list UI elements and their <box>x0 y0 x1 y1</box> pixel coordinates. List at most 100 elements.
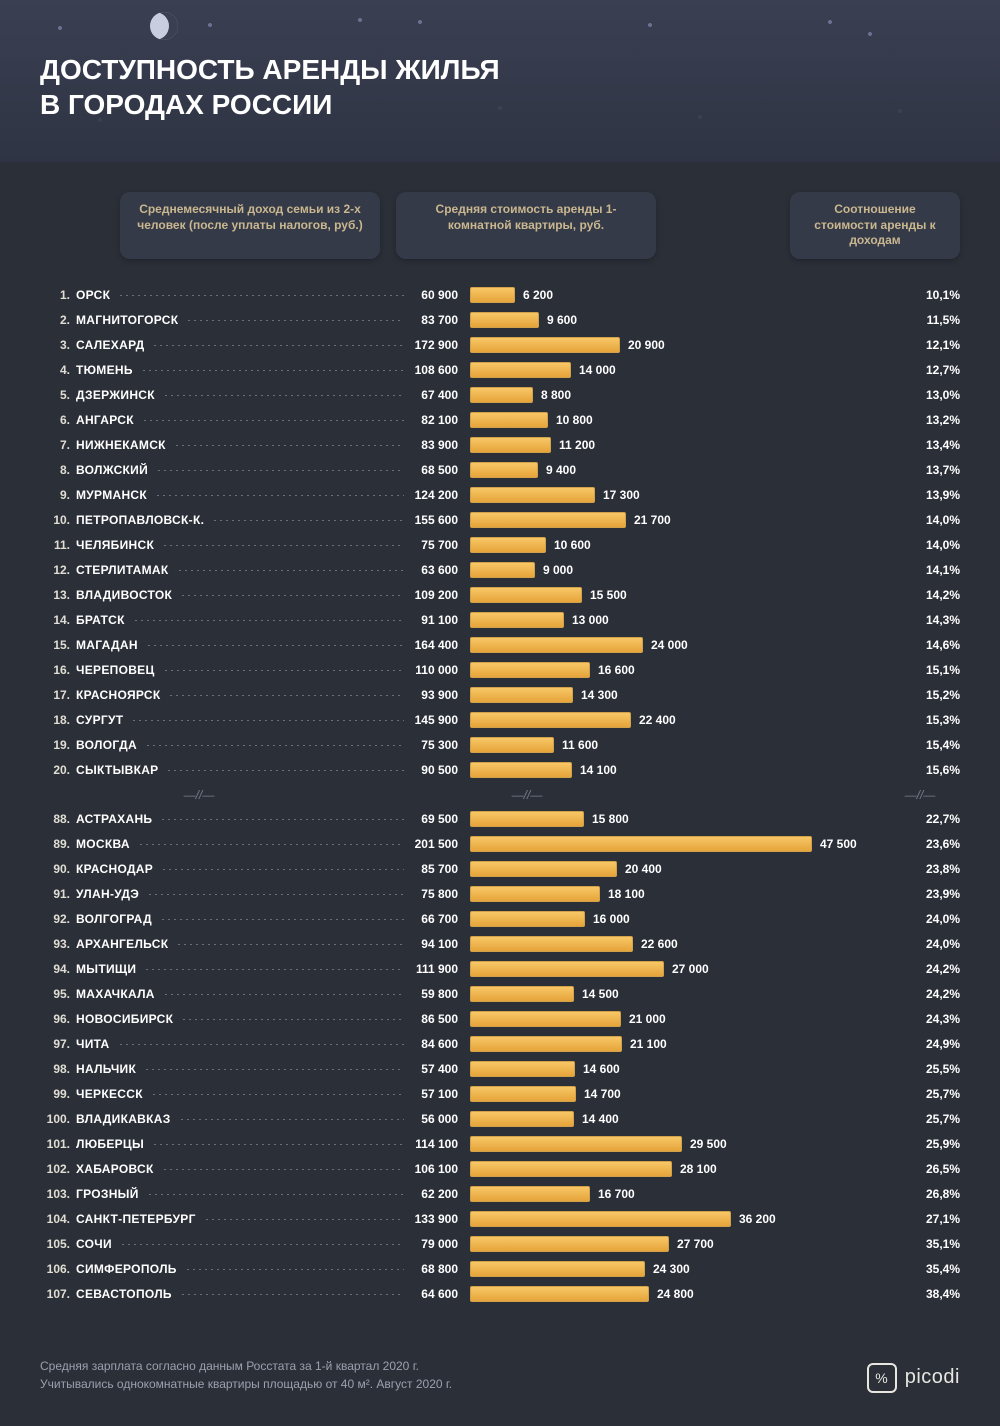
dotted-leader <box>185 1269 404 1270</box>
dotted-leader <box>163 994 404 995</box>
rent-bar <box>470 936 633 952</box>
ratio-value: 12,1% <box>880 338 960 352</box>
rank: 95. <box>40 987 76 1001</box>
ratio-value: 22,7% <box>880 812 960 826</box>
income-value: 86 500 <box>412 1012 470 1026</box>
rent-bar <box>470 836 812 852</box>
table-row: 104.САНКТ-ПЕТЕРБУРГ133 90036 20027,1% <box>40 1207 960 1232</box>
dotted-leader <box>144 1069 404 1070</box>
rent-value: 10 600 <box>554 538 591 552</box>
income-value: 164 400 <box>412 638 470 652</box>
rank: 5. <box>40 388 76 402</box>
column-header-income: Среднемесячный доход семьи из 2-х челове… <box>120 192 380 259</box>
rows-container: 1.ОРСК60 9006 20010,1%2.МАГНИТОГОРСК83 7… <box>40 283 960 1307</box>
dotted-leader <box>163 395 404 396</box>
city-name: СУРГУТ <box>76 713 123 727</box>
rank: 16. <box>40 663 76 677</box>
rank: 10. <box>40 513 76 527</box>
bar-wrap: 17 300 <box>470 486 880 504</box>
rank: 11. <box>40 538 76 552</box>
title-line-1: ДОСТУПНОСТЬ АРЕНДЫ ЖИЛЬЯ <box>40 54 500 85</box>
bar-wrap: 14 400 <box>470 1110 880 1128</box>
rent-value: 11 600 <box>562 738 598 752</box>
ratio-value: 13,2% <box>880 413 960 427</box>
income-value: 155 600 <box>412 513 470 527</box>
income-value: 109 200 <box>412 588 470 602</box>
city-name: ТЮМЕНЬ <box>76 363 133 377</box>
income-value: 75 800 <box>412 887 470 901</box>
city-name: ГРОЗНЫЙ <box>76 1187 139 1201</box>
dotted-leader <box>212 520 404 521</box>
income-value: 83 700 <box>412 313 470 327</box>
income-value: 56 000 <box>412 1112 470 1126</box>
income-value: 108 600 <box>412 363 470 377</box>
rent-bar <box>470 662 590 678</box>
dotted-leader <box>162 1169 404 1170</box>
table-row: 10.ПЕТРОПАВЛОВСК-К.155 60021 70014,0% <box>40 508 960 533</box>
rank: 20. <box>40 763 76 777</box>
income-value: 69 500 <box>412 812 470 826</box>
dotted-leader <box>118 1044 405 1045</box>
income-value: 85 700 <box>412 862 470 876</box>
ratio-value: 15,2% <box>880 688 960 702</box>
table-row: 93.АРХАНГЕЛЬСК94 10022 60024,0% <box>40 932 960 957</box>
table-row: 101.ЛЮБЕРЦЫ114 10029 50025,9% <box>40 1132 960 1157</box>
bar-wrap: 9 600 <box>470 311 880 329</box>
rent-bar <box>470 1086 576 1102</box>
rent-value: 9 000 <box>543 563 573 577</box>
rank: 91. <box>40 887 76 901</box>
bar-wrap: 22 400 <box>470 711 880 729</box>
city-name: ПЕТРОПАВЛОВСК-К. <box>76 513 204 527</box>
rent-bar <box>470 512 626 528</box>
rent-value: 47 500 <box>820 837 857 851</box>
rent-value: 27 000 <box>672 962 709 976</box>
city-name: СЫКТЫВКАР <box>76 763 158 777</box>
brand-name: picodi <box>905 1366 960 1389</box>
table-row: 9.МУРМАНСК124 20017 30013,9% <box>40 483 960 508</box>
dotted-leader <box>160 919 404 920</box>
dotted-leader <box>180 595 404 596</box>
rent-value: 36 200 <box>739 1212 776 1226</box>
rent-value: 16 700 <box>598 1187 635 1201</box>
ratio-value: 14,0% <box>880 538 960 552</box>
dotted-leader <box>144 969 404 970</box>
rank: 102. <box>40 1162 76 1176</box>
bar-wrap: 14 700 <box>470 1085 880 1103</box>
rank: 3. <box>40 338 76 352</box>
dotted-leader <box>166 770 404 771</box>
rent-value: 20 400 <box>625 862 662 876</box>
income-value: 90 500 <box>412 763 470 777</box>
table-row: 97.ЧИТА84 60021 10024,9% <box>40 1032 960 1057</box>
table-row: 96.НОВОСИБИРСК86 50021 00024,3% <box>40 1007 960 1032</box>
income-value: 68 800 <box>412 1262 470 1276</box>
city-name: АРХАНГЕЛЬСК <box>76 937 168 951</box>
table-row: 91.УЛАН-УДЭ75 80018 10023,9% <box>40 882 960 907</box>
bar-wrap: 24 800 <box>470 1285 880 1303</box>
city-name: ДЗЕРЖИНСК <box>76 388 155 402</box>
rank: 93. <box>40 937 76 951</box>
dotted-leader <box>151 1094 404 1095</box>
rank: 101. <box>40 1137 76 1151</box>
column-header-rent: Средняя стоимость аренды 1-комнатной ква… <box>396 192 656 259</box>
city-name: БРАТСК <box>76 613 125 627</box>
city-name: ВОЛЖСКИЙ <box>76 463 148 477</box>
table-row: 98.НАЛЬЧИК57 40014 60025,5% <box>40 1057 960 1082</box>
rent-value: 6 200 <box>523 288 553 302</box>
rent-value: 28 100 <box>680 1162 717 1176</box>
dotted-leader <box>152 1144 404 1145</box>
separator-text: —//— <box>880 788 960 802</box>
income-value: 79 000 <box>412 1237 470 1251</box>
bar-wrap: 28 100 <box>470 1160 880 1178</box>
bar-wrap: 10 600 <box>470 536 880 554</box>
bar-wrap: 14 100 <box>470 761 880 779</box>
rent-bar <box>470 911 585 927</box>
city-name: СТЕРЛИТАМАК <box>76 563 169 577</box>
bar-wrap: 24 000 <box>470 636 880 654</box>
ratio-value: 26,8% <box>880 1187 960 1201</box>
rank: 104. <box>40 1212 76 1226</box>
dotted-leader <box>142 420 404 421</box>
income-value: 57 100 <box>412 1087 470 1101</box>
dotted-leader <box>161 869 404 870</box>
city-name: МОСКВА <box>76 837 130 851</box>
table-row: 17.КРАСНОЯРСК93 90014 30015,2% <box>40 683 960 708</box>
